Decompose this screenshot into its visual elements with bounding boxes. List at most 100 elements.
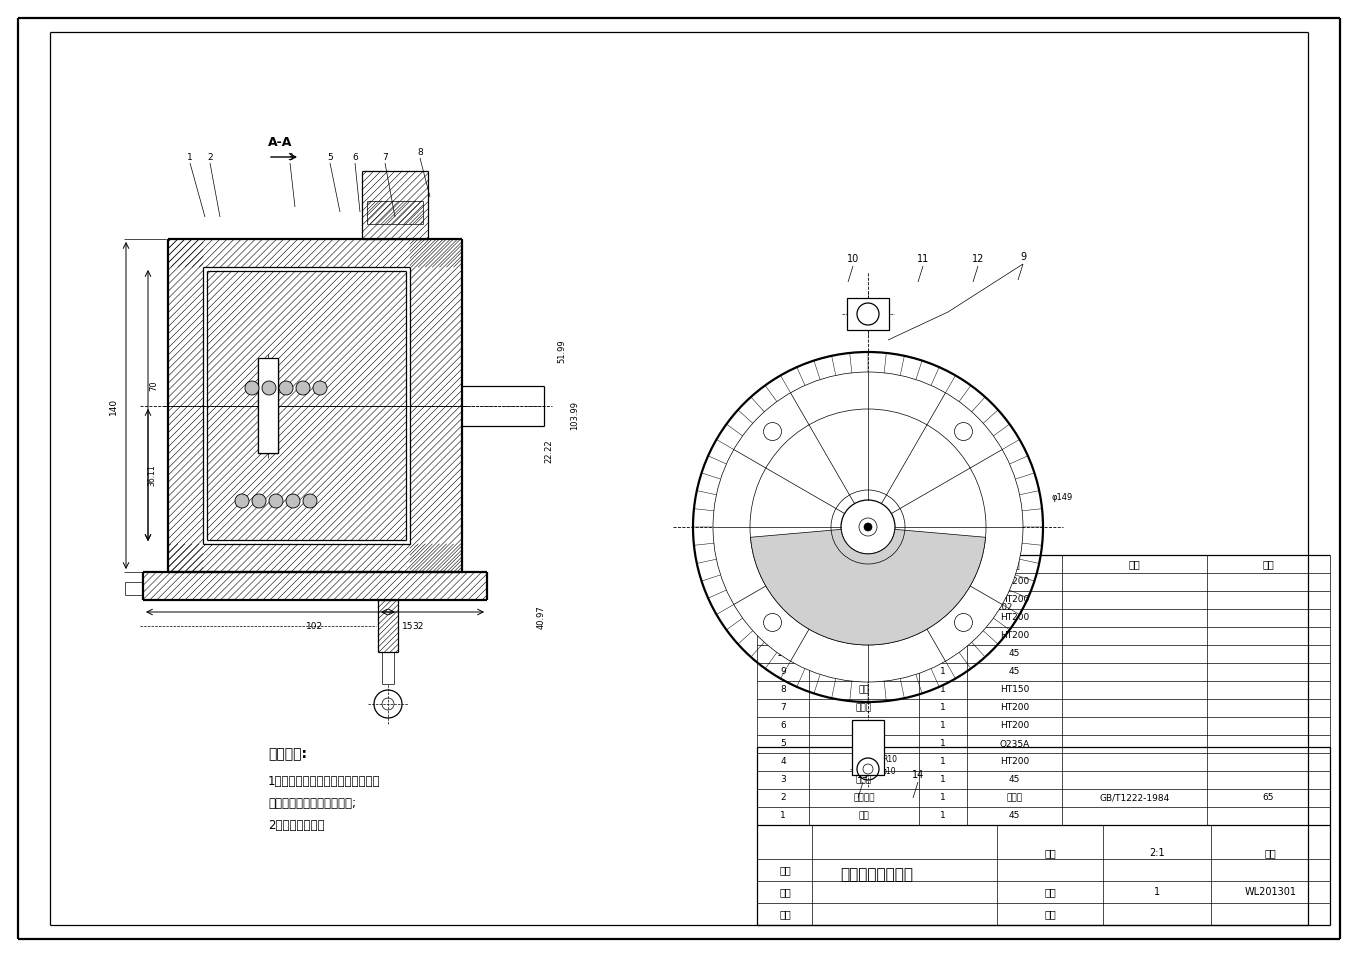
- Circle shape: [693, 352, 1043, 702]
- Text: 45: 45: [1009, 650, 1020, 658]
- Text: 序号: 序号: [777, 559, 789, 569]
- Text: 擦伤等损伤零件表面的缺陷;: 擦伤等损伤零件表面的缺陷;: [268, 797, 356, 810]
- Text: 1: 1: [940, 775, 947, 785]
- Text: 转盘: 转盘: [858, 758, 869, 767]
- Text: 9: 9: [779, 667, 786, 677]
- Text: HT200: HT200: [999, 595, 1029, 605]
- Text: 10: 10: [847, 254, 860, 264]
- Text: 70: 70: [149, 381, 158, 391]
- Text: 14: 14: [777, 577, 789, 587]
- Text: 5: 5: [327, 153, 333, 162]
- Text: 4: 4: [781, 758, 786, 767]
- Circle shape: [296, 381, 310, 395]
- Text: 绘图: 绘图: [779, 887, 790, 897]
- Text: 22.22: 22.22: [545, 439, 553, 463]
- Text: 标准: 标准: [1128, 559, 1141, 569]
- Text: 10: 10: [777, 650, 789, 658]
- Text: 机电式碰撞传感器: 机电式碰撞传感器: [841, 867, 914, 882]
- Circle shape: [763, 613, 782, 632]
- Text: 1: 1: [940, 758, 947, 767]
- Text: 15: 15: [402, 622, 413, 631]
- Text: 动触头: 动触头: [856, 722, 872, 730]
- Text: 1: 1: [940, 577, 947, 587]
- Text: 弹簧钢: 弹簧钢: [1006, 793, 1023, 803]
- Text: 7: 7: [382, 153, 388, 162]
- Text: 1: 1: [940, 613, 947, 622]
- Text: 1、零件加工表面上，不应有划痕、: 1、零件加工表面上，不应有划痕、: [268, 775, 380, 788]
- Text: 心轴: 心轴: [858, 812, 869, 820]
- Text: 14: 14: [911, 770, 925, 780]
- Text: HT200: HT200: [999, 613, 1029, 622]
- Bar: [847, 298, 889, 330]
- Text: 45: 45: [1009, 812, 1020, 820]
- Text: 静触头: 静触头: [856, 595, 872, 605]
- Text: 11: 11: [777, 632, 789, 640]
- Text: 1: 1: [940, 793, 947, 803]
- Text: 1: 1: [940, 650, 947, 658]
- Text: 名称: 名称: [858, 559, 870, 569]
- Text: φ102: φ102: [991, 603, 1012, 612]
- Text: HT150: HT150: [999, 685, 1029, 695]
- Text: 动触头: 动触头: [856, 613, 872, 622]
- Text: 32: 32: [413, 622, 424, 631]
- Circle shape: [262, 381, 276, 395]
- Text: φ149: φ149: [1051, 493, 1073, 501]
- Text: 1: 1: [940, 812, 947, 820]
- Polygon shape: [751, 529, 986, 645]
- Text: 5: 5: [779, 740, 786, 748]
- Text: 材料: 材料: [1044, 909, 1057, 919]
- Text: 1: 1: [940, 595, 947, 605]
- Text: 1: 1: [940, 667, 947, 677]
- Text: 1: 1: [1154, 887, 1160, 897]
- Text: 102: 102: [307, 622, 323, 631]
- Text: φ22.22: φ22.22: [900, 518, 926, 526]
- Text: 插头: 插头: [858, 667, 869, 677]
- Text: 静触头: 静触头: [856, 703, 872, 713]
- Text: 9: 9: [1020, 252, 1027, 262]
- Text: 1: 1: [940, 740, 947, 748]
- Circle shape: [312, 381, 327, 395]
- Text: 2、去除毛刺飞边: 2、去除毛刺飞边: [268, 819, 325, 832]
- Circle shape: [278, 381, 293, 395]
- Text: 动触头: 动触头: [856, 577, 872, 587]
- Text: HT200: HT200: [999, 722, 1029, 730]
- Circle shape: [303, 494, 316, 508]
- Text: 8: 8: [417, 148, 422, 157]
- Text: 技术要求:: 技术要求:: [268, 747, 307, 761]
- Text: 比例: 比例: [1044, 848, 1057, 858]
- Text: WL201301: WL201301: [1244, 887, 1297, 897]
- Text: GB/T1222-1984: GB/T1222-1984: [1100, 793, 1169, 803]
- Text: Q235A: Q235A: [999, 740, 1029, 748]
- Polygon shape: [751, 529, 986, 645]
- Text: 外壳: 外壳: [858, 685, 869, 695]
- Circle shape: [763, 423, 782, 440]
- Text: 止位块: 止位块: [856, 650, 872, 658]
- Text: 1: 1: [940, 722, 947, 730]
- Text: A-A: A-A: [268, 136, 292, 149]
- Text: HT200: HT200: [999, 577, 1029, 587]
- Text: 3: 3: [779, 775, 786, 785]
- Text: 8: 8: [779, 685, 786, 695]
- Text: 扭力弹簧: 扭力弹簧: [853, 793, 875, 803]
- Text: 36.11: 36.11: [147, 464, 156, 486]
- Text: 审图: 审图: [779, 909, 790, 919]
- Text: 材料: 材料: [1009, 559, 1020, 569]
- Circle shape: [955, 423, 972, 440]
- Text: 6: 6: [352, 153, 359, 162]
- Text: φ10: φ10: [881, 768, 896, 776]
- Text: 12: 12: [972, 254, 985, 264]
- Circle shape: [841, 500, 895, 554]
- Circle shape: [955, 613, 972, 632]
- Text: φ10: φ10: [963, 577, 978, 587]
- Text: 触桥: 触桥: [858, 740, 869, 748]
- Text: 2: 2: [208, 153, 213, 162]
- Text: 11: 11: [917, 254, 929, 264]
- Circle shape: [713, 372, 1023, 682]
- Text: R10: R10: [881, 755, 898, 765]
- Text: 12: 12: [777, 613, 789, 622]
- Text: HT200: HT200: [999, 758, 1029, 767]
- Circle shape: [269, 494, 282, 508]
- Text: 1: 1: [940, 703, 947, 713]
- Text: 2: 2: [781, 793, 786, 803]
- Text: 数量: 数量: [1044, 887, 1057, 897]
